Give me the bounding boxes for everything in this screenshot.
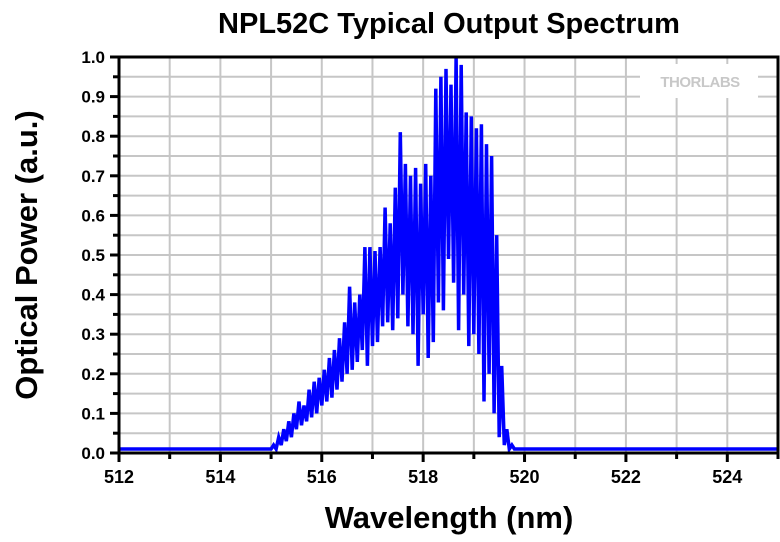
y-tick-label: 0.5 <box>81 246 105 265</box>
y-tick-label: 0.0 <box>81 444 105 463</box>
x-tick-label: 512 <box>104 467 134 487</box>
x-axis-title: Wavelength (nm) <box>325 500 574 535</box>
y-tick-label: 0.4 <box>81 286 105 305</box>
y-tick-labels: 0.0 0.1 0.2 0.3 0.4 0.5 0.6 0.7 0.8 0.9 1.0 <box>81 48 105 463</box>
x-tick-label: 520 <box>510 467 540 487</box>
y-tick-label: 0.9 <box>81 88 105 107</box>
y-tick-label: 1.0 <box>81 48 105 67</box>
axes <box>110 55 780 462</box>
watermark-text: THORLABS <box>660 74 740 91</box>
y-tick-label: 0.3 <box>81 325 105 344</box>
x-tick-label: 514 <box>205 467 235 487</box>
x-tick-label: 524 <box>712 467 742 487</box>
thorlabs-watermark: THORLABS <box>640 64 758 98</box>
y-tick-label: 0.6 <box>81 206 105 225</box>
x-tick-label: 516 <box>307 467 337 487</box>
x-tick-label: 518 <box>408 467 438 487</box>
series-layer <box>119 56 778 454</box>
y-tick-label: 0.1 <box>81 404 105 423</box>
chart-title: NPL52C Typical Output Spectrum <box>218 8 680 40</box>
y-tick-label: 0.2 <box>81 365 105 384</box>
y-tick-label: 0.7 <box>81 167 105 186</box>
x-tick-labels: 512 514 516 518 520 522 524 <box>104 467 742 487</box>
y-axis-title: Optical Power (a.u.) <box>9 110 44 399</box>
y-tick-label: 0.8 <box>81 127 105 146</box>
series-line-npl52c <box>119 56 778 454</box>
x-tick-label: 522 <box>611 467 641 487</box>
